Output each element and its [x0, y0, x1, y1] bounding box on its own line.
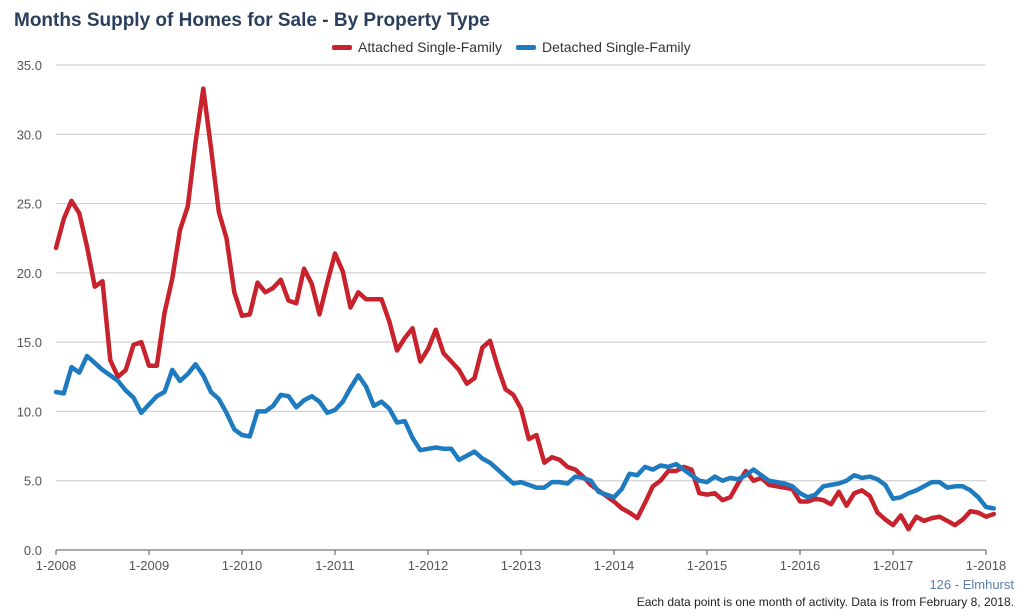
x-tick-label: 1-2011: [315, 558, 355, 573]
y-tick-label: 35.0: [17, 58, 42, 73]
y-tick-label: 20.0: [17, 266, 42, 281]
chart-footer: 126 - Elmhurst Each data point is one mo…: [637, 577, 1014, 609]
footnote: Each data point is one month of activity…: [636, 595, 1014, 609]
y-tick-label: 5.0: [24, 474, 42, 489]
x-tick-label: 1-2015: [687, 558, 727, 573]
y-tick-label: 0.0: [24, 543, 42, 558]
chart-legend: Attached Single-Family Detached Single-F…: [332, 39, 705, 55]
area-label: 126 - Elmhurst: [929, 577, 1014, 592]
x-tick-label: 1-2010: [222, 558, 262, 573]
legend-item-detached[interactable]: Detached Single-Family: [515, 39, 691, 55]
x-tick-label: 1-2017: [873, 558, 913, 573]
x-tick-label: 1-2012: [408, 558, 448, 573]
x-tick-label: 1-2014: [594, 558, 634, 573]
x-tick-label: 1-2016: [780, 558, 820, 573]
y-tick-label: 25.0: [17, 197, 42, 212]
x-tick-label: 1-2009: [129, 558, 169, 573]
legend-swatch-detached: [515, 44, 536, 50]
legend-label-attached: Attached Single-Family: [358, 39, 502, 55]
legend-swatch-attached: [332, 44, 352, 50]
x-tick-label: 1-2013: [501, 558, 541, 573]
legend-item-attached[interactable]: Attached Single-Family: [332, 39, 502, 55]
x-tick-label: 1-2008: [36, 558, 76, 573]
y-tick-label: 10.0: [17, 404, 42, 419]
chart-title: Months Supply of Homes for Sale - By Pro…: [14, 10, 490, 31]
legend-label-detached: Detached Single-Family: [541, 39, 691, 55]
y-tick-label: 30.0: [17, 127, 42, 142]
series-line-attached: [53, 86, 997, 532]
series-line-detached: [53, 353, 997, 511]
y-tick-label: 15.0: [17, 335, 42, 350]
x-tick-label: 1-2018: [966, 558, 1006, 573]
